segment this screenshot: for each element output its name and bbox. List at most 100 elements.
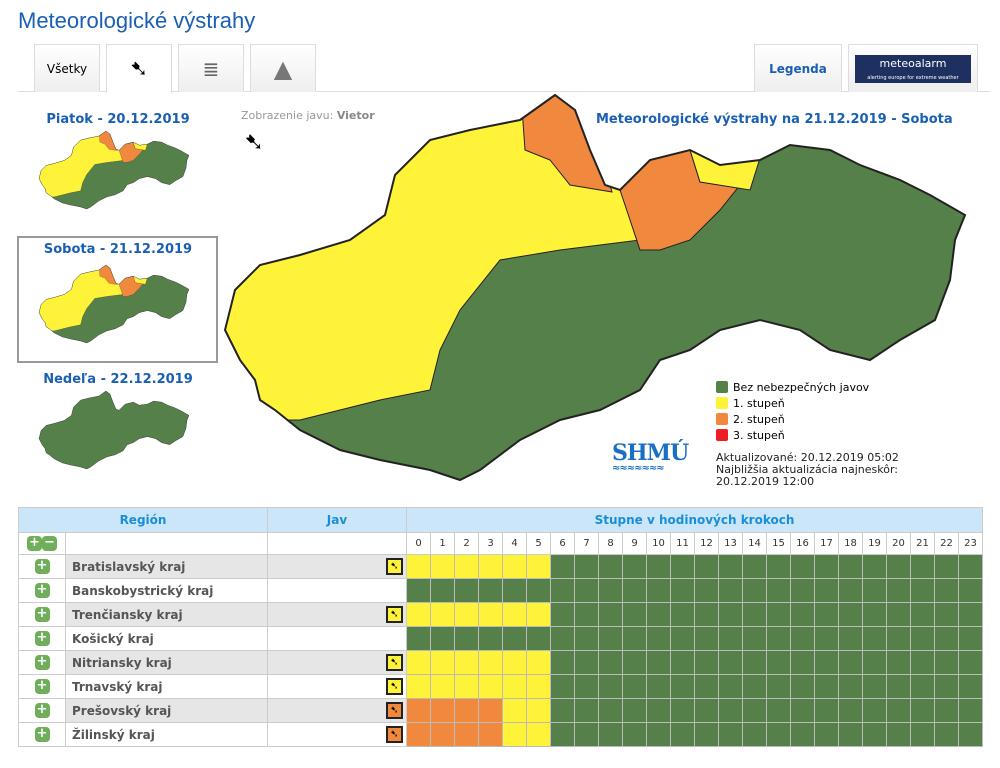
hour-level-cell — [454, 722, 479, 747]
hour-label: 1 — [430, 532, 455, 555]
meteoalarm-link[interactable]: meteoalarm alerting europe for extreme we… — [848, 44, 978, 92]
hour-level-cell — [742, 578, 767, 603]
hour-level-cell — [454, 602, 479, 627]
jav-cell: ➷ — [267, 650, 407, 675]
hour-level-cell — [406, 578, 431, 603]
hour-level-cell — [886, 578, 911, 603]
hour-level-cell — [406, 602, 431, 627]
expand-row-button[interactable]: + — [18, 602, 66, 627]
hour-label: 12 — [694, 532, 719, 555]
tab-all[interactable]: Všetky — [34, 44, 100, 92]
region-name: Trnavský kraj — [65, 674, 268, 699]
hour-level-cell — [502, 674, 527, 699]
hour-level-cell — [718, 602, 743, 627]
warnings-table: Región Jav Stupne v hodinových krokoch + −0… — [18, 507, 983, 747]
region-name: Bratislavský kraj — [65, 554, 268, 579]
hour-level-cell — [430, 698, 455, 723]
wind-warning-icon[interactable]: ➷ — [386, 606, 403, 623]
hour-level-cell — [814, 722, 839, 747]
hour-level-cell — [886, 650, 911, 675]
hour-label: 0 — [406, 532, 431, 555]
selected-day-frame[interactable] — [17, 236, 218, 363]
legend-item-none: Bez nebezpečných javov — [716, 379, 869, 395]
hour-level-cell — [958, 674, 983, 699]
table-row: + Žilinský kraj ➷ — [18, 722, 983, 747]
hour-label: 15 — [766, 532, 791, 555]
tab-wind[interactable]: ➷ — [106, 44, 172, 93]
tab-fog[interactable]: ≣ — [178, 44, 244, 92]
expand-row-button[interactable]: + — [18, 626, 66, 651]
hour-level-cell — [910, 722, 935, 747]
hour-level-cell — [934, 602, 959, 627]
hour-level-cell — [646, 554, 671, 579]
expand-row-button[interactable]: + — [18, 554, 66, 579]
jav-cell: ➷ — [267, 554, 407, 579]
legend-item-level2: 2. stupeň — [716, 411, 869, 427]
thumb-map-saturday[interactable] — [24, 264, 204, 344]
shmu-logo: SHMÚ ≈≈≈≈≈≈≈ — [612, 440, 689, 474]
region-name: Nitriansky kraj — [65, 650, 268, 675]
jav-cell: ➷ — [267, 602, 407, 627]
expand-row-button[interactable]: + — [18, 722, 66, 747]
hour-level-cell — [598, 674, 623, 699]
expand-row-button[interactable]: + — [18, 578, 66, 603]
expand-row-button[interactable]: + — [18, 674, 66, 699]
hour-level-cell — [406, 674, 431, 699]
hour-level-cell — [670, 554, 695, 579]
plus-icon: + — [34, 583, 50, 598]
wind-warning-icon[interactable]: ➷ — [386, 702, 403, 719]
hour-level-cell — [886, 602, 911, 627]
hour-level-cell — [478, 626, 503, 651]
wind-warning-icon[interactable]: ➷ — [386, 678, 403, 695]
hour-level-cell — [910, 698, 935, 723]
hour-level-cell — [430, 650, 455, 675]
legend-item-level3: 3. stupeň — [716, 427, 869, 443]
table-row: + Nitriansky kraj ➷ — [18, 650, 983, 675]
jav-cell — [267, 626, 407, 651]
region-name: Banskobystrický kraj — [65, 578, 268, 603]
hour-level-cell — [646, 674, 671, 699]
thumb-map-friday[interactable] — [24, 130, 204, 210]
hour-level-cell — [646, 626, 671, 651]
expand-row-button[interactable]: + — [18, 650, 66, 675]
hour-level-cell — [694, 578, 719, 603]
region-name: Trenčiansky kraj — [65, 602, 268, 627]
hour-level-cell — [862, 698, 887, 723]
hour-level-cell — [814, 578, 839, 603]
hour-level-cell — [574, 578, 599, 603]
expand-row-button[interactable]: + — [18, 698, 66, 723]
hour-level-cell — [454, 674, 479, 699]
hour-level-cell — [526, 674, 551, 699]
plus-icon: + — [34, 607, 50, 622]
hour-level-cell — [598, 698, 623, 723]
thumb-map-sunday[interactable] — [24, 390, 204, 470]
plus-icon: + — [34, 679, 50, 694]
meteoalarm-logo: meteoalarm alerting europe for extreme we… — [855, 54, 971, 83]
hour-label: 9 — [622, 532, 647, 555]
hour-level-cell — [646, 650, 671, 675]
wind-warning-icon[interactable]: ➷ — [386, 654, 403, 671]
hour-level-cell — [694, 554, 719, 579]
hour-level-cell — [574, 650, 599, 675]
jav-cell: ➷ — [267, 722, 407, 747]
hour-level-cell — [790, 698, 815, 723]
hour-level-cell — [526, 626, 551, 651]
hour-level-cell — [766, 722, 791, 747]
wind-warning-icon[interactable]: ➷ — [386, 558, 403, 575]
hour-label: 16 — [790, 532, 815, 555]
hour-level-cell — [766, 626, 791, 651]
hour-label: 17 — [814, 532, 839, 555]
tab-mountain-wind[interactable]: ▲ — [250, 44, 316, 92]
hour-level-cell — [718, 674, 743, 699]
tab-legend[interactable]: Legenda — [754, 44, 842, 92]
hour-level-cell — [910, 650, 935, 675]
hour-level-cell — [934, 698, 959, 723]
wind-warning-icon[interactable]: ➷ — [386, 726, 403, 743]
hour-level-cell — [958, 554, 983, 579]
hour-label: 3 — [478, 532, 503, 555]
hour-level-cell — [598, 602, 623, 627]
hour-level-cell — [766, 698, 791, 723]
expand-collapse-all[interactable]: + − — [18, 532, 66, 555]
update-info: Aktualizované: 20.12.2019 05:02 Najbližši… — [716, 451, 899, 488]
hour-label: 11 — [670, 532, 695, 555]
